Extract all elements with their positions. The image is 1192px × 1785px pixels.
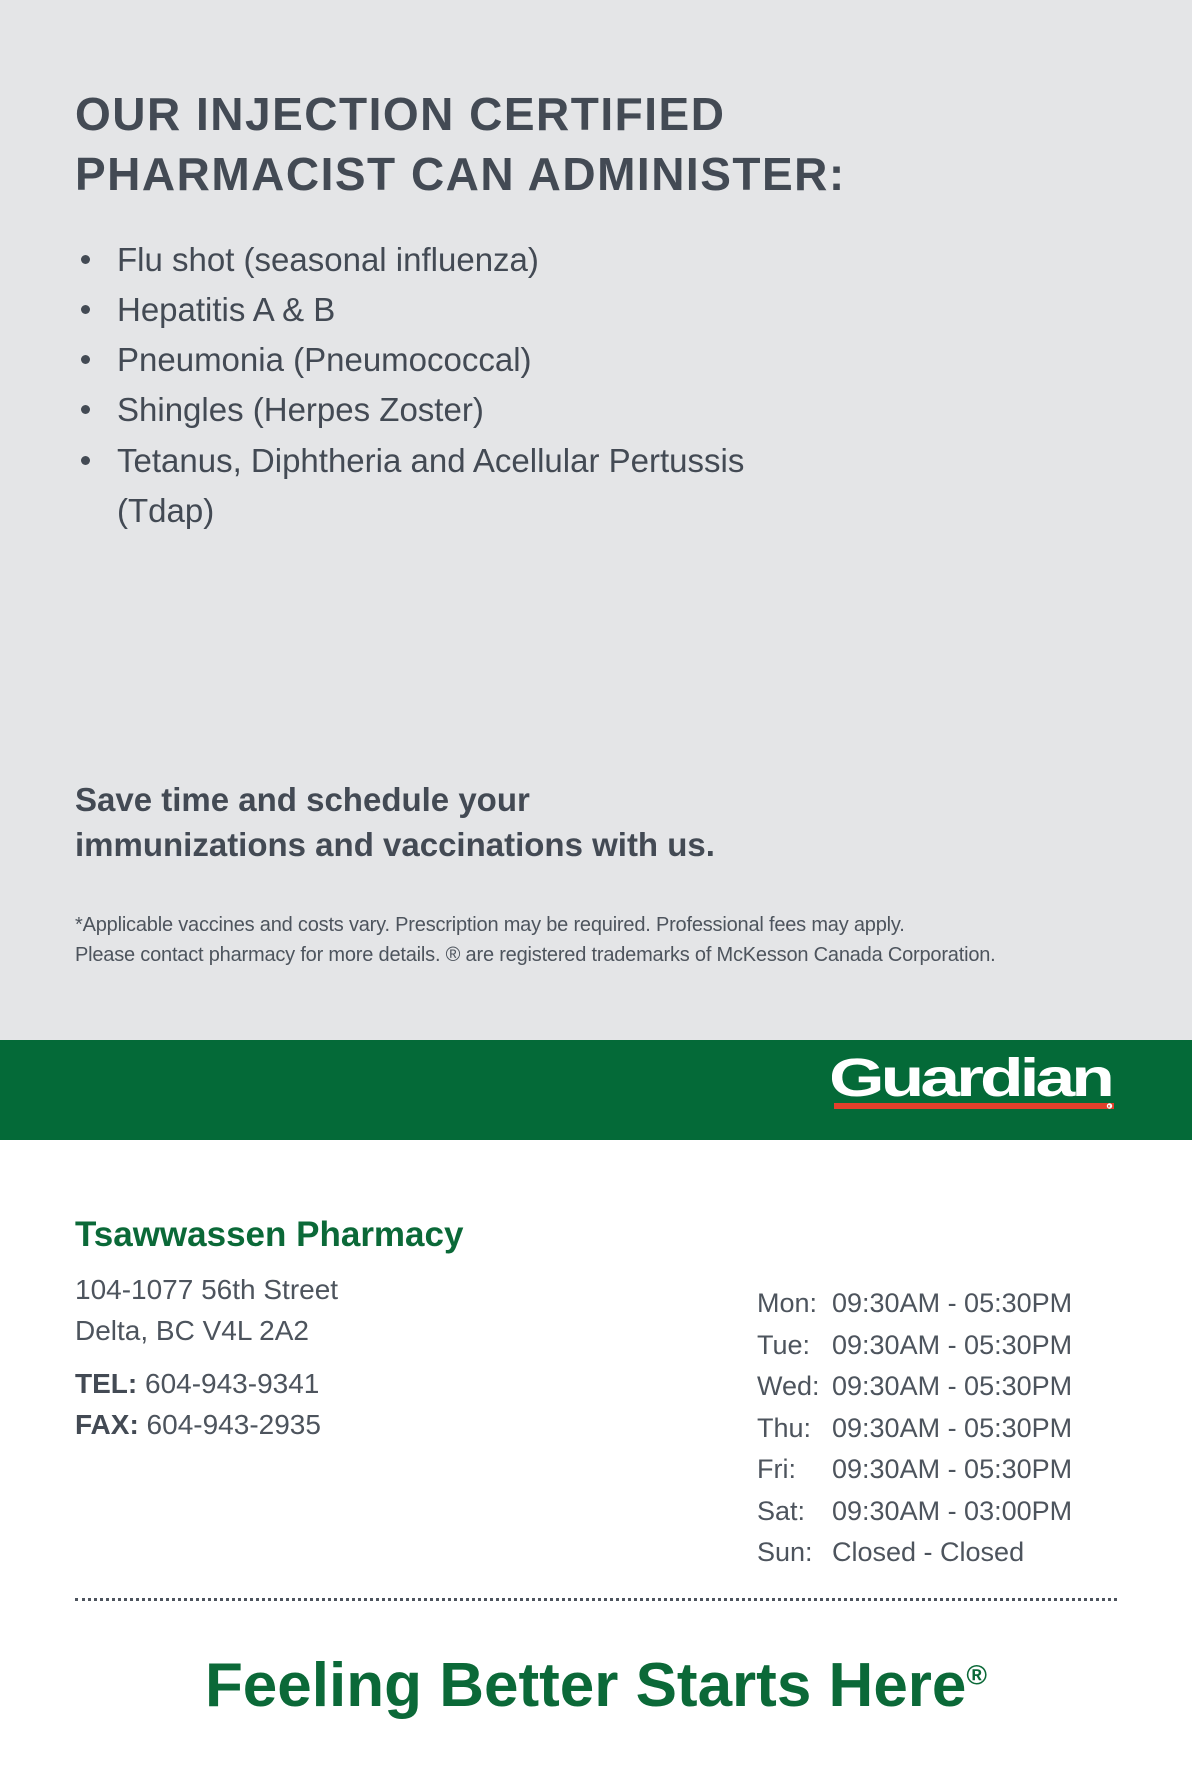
svg-text:Guardian: Guardian — [832, 1053, 1111, 1108]
svg-text:R: R — [1108, 1104, 1111, 1108]
